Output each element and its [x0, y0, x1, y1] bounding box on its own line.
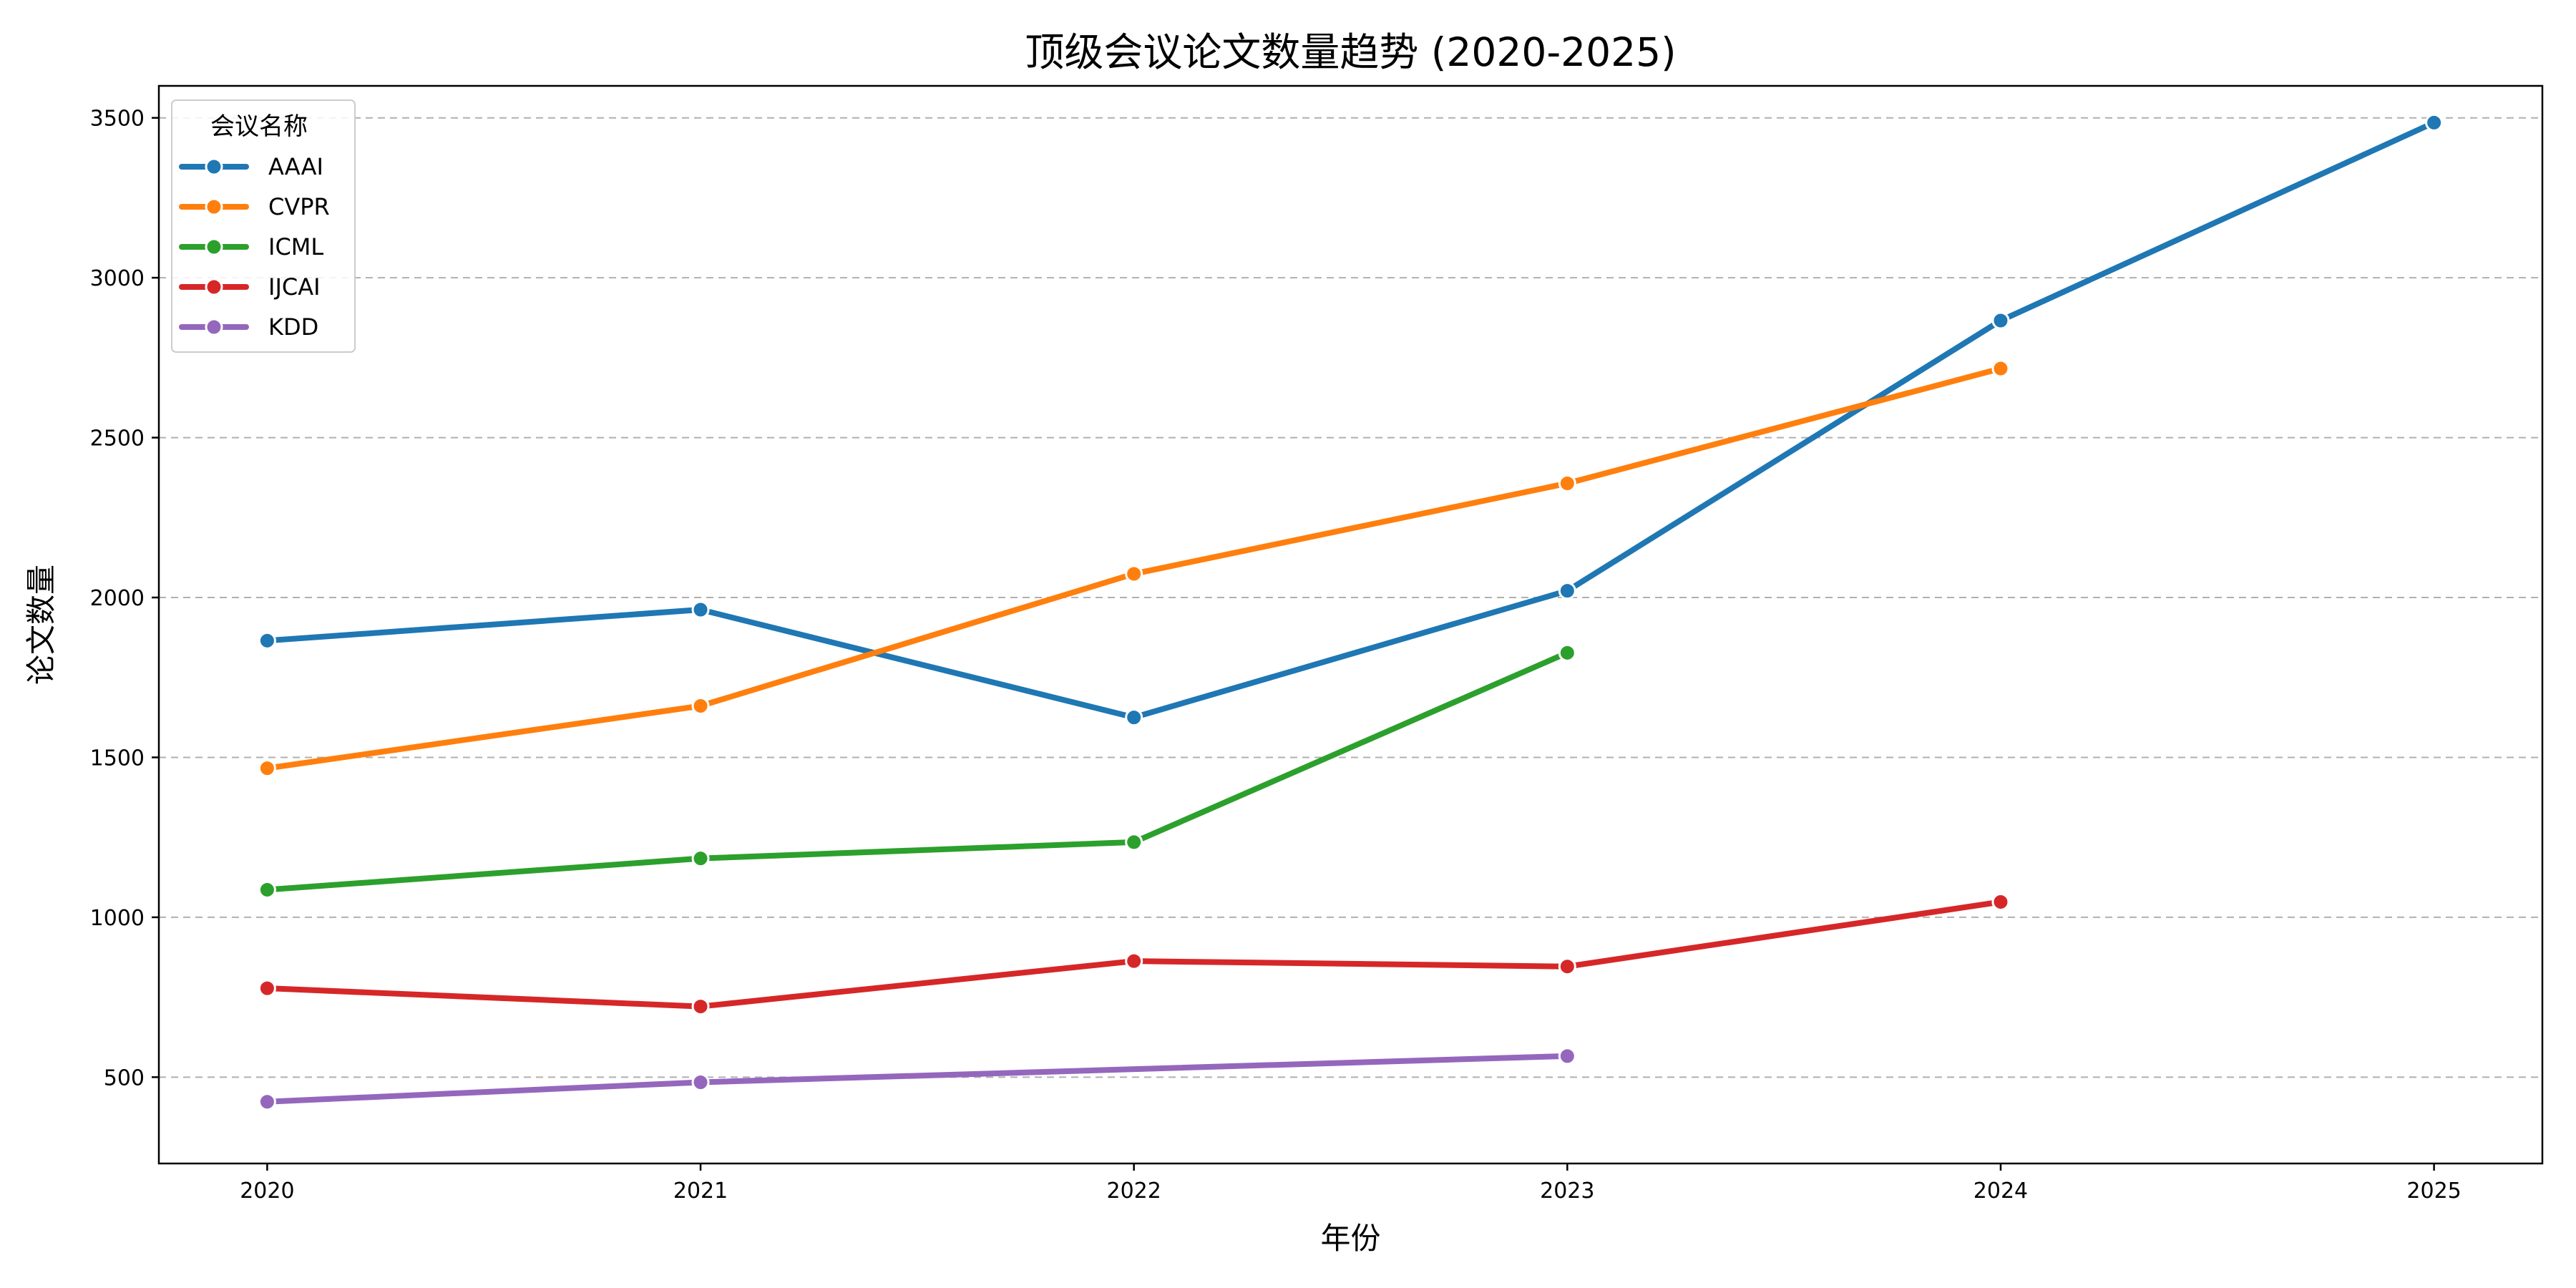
chart-title: 顶级会议论文数量趋势 (2020-2025) — [1025, 29, 1676, 75]
legend-swatch-marker-icml — [205, 238, 223, 256]
data-point-ijcai-2024 — [1991, 892, 2010, 911]
data-point-ijcai-2023 — [1558, 957, 1576, 976]
y-tick-label-500: 500 — [104, 1065, 145, 1091]
legend-swatch-marker-ijcai — [205, 278, 223, 296]
legend-label-kdd: KDD — [268, 313, 318, 341]
data-point-aaai-2023 — [1558, 582, 1576, 600]
x-tick-label-2022: 2022 — [1107, 1179, 1161, 1204]
data-point-ijcai-2020 — [258, 979, 276, 997]
data-point-cvpr-2023 — [1558, 474, 1576, 492]
legend-items: AAAI CVPR ICML IJCAI KDD — [179, 153, 330, 341]
grid-layer — [159, 117, 2542, 1078]
data-point-aaai-2020 — [258, 631, 276, 650]
series-kdd — [258, 1047, 1576, 1111]
x-tick-label-2024: 2024 — [1974, 1179, 2028, 1204]
legend-item-aaai: AAAI — [179, 153, 323, 180]
y-tick-label-1000: 1000 — [90, 906, 145, 931]
data-point-cvpr-2024 — [1991, 359, 2010, 378]
x-tick-label-2023: 2023 — [1540, 1179, 1594, 1204]
data-point-ijcai-2021 — [691, 997, 710, 1016]
data-point-kdd-2020 — [258, 1093, 276, 1111]
data-point-cvpr-2021 — [691, 697, 710, 716]
data-point-icml-2022 — [1125, 833, 1143, 852]
legend-label-aaai: AAAI — [268, 153, 323, 180]
data-point-icml-2021 — [691, 849, 710, 868]
data-point-icml-2023 — [1558, 643, 1576, 662]
x-tick-label-2020: 2020 — [240, 1179, 294, 1204]
legend-item-kdd: KDD — [179, 313, 318, 341]
ticks-layer: 2020 2021 2022 2023 2024 2025 500 1000 1500 2000 2… — [90, 107, 2462, 1204]
data-point-aaai-2022 — [1125, 708, 1143, 727]
legend-label-cvpr: CVPR — [268, 193, 330, 220]
y-tick-label-1500: 1500 — [90, 746, 145, 771]
legend-swatch-marker-kdd — [205, 318, 223, 336]
data-point-kdd-2023 — [1558, 1047, 1576, 1065]
series-ijcai — [258, 892, 2010, 1016]
legend-item-ijcai: IJCAI — [179, 273, 321, 301]
y-axis-title: 论文数量 — [24, 565, 59, 685]
data-point-aaai-2021 — [691, 600, 710, 619]
legend-swatch-marker-cvpr — [205, 197, 223, 216]
series-line-aaai — [264, 119, 2437, 721]
data-point-ijcai-2022 — [1125, 952, 1143, 970]
legend-swatch-marker-aaai — [205, 157, 223, 176]
y-tick-label-3000: 3000 — [90, 266, 145, 291]
data-point-cvpr-2020 — [258, 759, 276, 778]
series-cvpr — [258, 359, 2010, 778]
y-tick-label-3500: 3500 — [90, 107, 145, 132]
data-point-icml-2020 — [258, 880, 276, 899]
series-aaai — [258, 113, 2444, 727]
legend-label-icml: ICML — [268, 233, 323, 260]
series-line-kdd — [264, 1053, 1571, 1105]
y-tick-label-2500: 2500 — [90, 426, 145, 452]
y-tick-label-2000: 2000 — [90, 586, 145, 611]
x-tick-label-2025: 2025 — [2406, 1179, 2461, 1204]
legend-title: 会议名称 — [210, 112, 308, 141]
x-tick-label-2021: 2021 — [673, 1179, 728, 1204]
legend: 会议名称 AAAI CVPR ICML IJCAI KDD — [171, 99, 356, 353]
x-axis-title: 年份 — [1320, 1221, 1380, 1256]
data-point-kdd-2021 — [691, 1073, 710, 1091]
data-point-aaai-2024 — [1991, 311, 2010, 330]
legend-item-icml: ICML — [179, 233, 323, 260]
plot-area-frame — [157, 84, 2544, 1165]
series-layer — [258, 113, 2444, 1111]
series-icml — [258, 643, 1576, 899]
data-point-cvpr-2022 — [1125, 565, 1143, 583]
data-point-aaai-2025 — [2425, 113, 2444, 132]
legend-label-ijcai: IJCAI — [268, 273, 321, 301]
series-line-icml — [264, 650, 1571, 893]
legend-item-cvpr: CVPR — [179, 193, 330, 220]
